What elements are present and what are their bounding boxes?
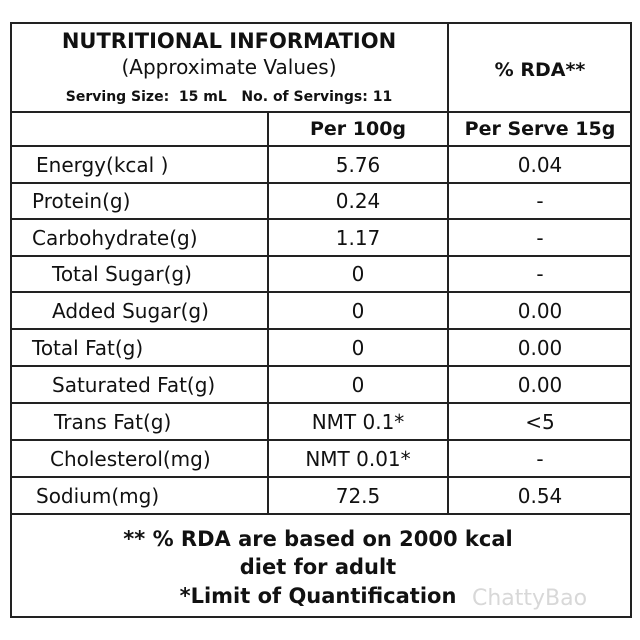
per-serve-value: - xyxy=(536,446,544,471)
serving-info: Serving Size: 15 mL No. of Servings: 11 xyxy=(65,89,393,105)
nutrient-label: Sodium(mg) xyxy=(36,483,160,508)
per-serve-value: 0.00 xyxy=(517,335,563,360)
footnote: ** % RDA are based on 2000 kcal xyxy=(123,526,513,551)
border-line xyxy=(10,22,632,24)
per-serve-value: 0.00 xyxy=(517,298,563,323)
per-serve-value: 0.54 xyxy=(517,483,563,508)
nutrient-label: Energy(kcal ) xyxy=(36,152,169,177)
border-line xyxy=(10,182,632,184)
per-100g-value: 0.24 xyxy=(335,189,381,213)
footnote: diet for adult xyxy=(239,554,397,579)
border-line xyxy=(267,112,269,514)
border-line xyxy=(10,439,632,441)
border-line xyxy=(10,111,632,113)
per-100g-value: 1.17 xyxy=(335,225,381,250)
nutrient-label: Saturated Fat(g) xyxy=(52,372,216,397)
column-header: Per 100g xyxy=(309,117,407,140)
subtitle: (Approximate Values) xyxy=(121,55,337,79)
nutrient-label: Carbohydrate(g) xyxy=(32,225,198,250)
border-line xyxy=(10,402,632,404)
border-line xyxy=(10,365,632,367)
per-100g-value: 72.5 xyxy=(335,483,381,508)
nutrient-label: Cholesterol(mg) xyxy=(50,446,211,471)
border-line xyxy=(10,22,12,618)
nutrient-label: Trans Fat(g) xyxy=(54,409,172,434)
nutrient-label: Total Sugar(g) xyxy=(52,262,192,286)
nutrient-label: Added Sugar(g) xyxy=(52,298,209,323)
per-100g-value: 0 xyxy=(351,298,365,323)
border-line xyxy=(10,328,632,330)
border-line xyxy=(447,22,449,514)
per-serve-value: - xyxy=(536,225,544,250)
border-line xyxy=(10,291,632,293)
per-serve-value: 0.04 xyxy=(517,152,563,177)
border-line xyxy=(10,476,632,478)
border-line xyxy=(10,616,632,618)
column-header: Per Serve 15g xyxy=(464,117,616,140)
watermark: ChattyBao xyxy=(472,586,588,611)
rda-header: % RDA** xyxy=(494,58,586,81)
border-line xyxy=(10,145,632,147)
per-100g-value: 5.76 xyxy=(335,152,381,177)
per-100g-value: NMT 0.01* xyxy=(305,446,411,471)
per-serve-value: 0.00 xyxy=(517,372,563,397)
border-line xyxy=(630,22,632,618)
per-serve-value: - xyxy=(536,189,544,213)
per-100g-value: NMT 0.1* xyxy=(311,409,405,434)
per-100g-value: 0 xyxy=(351,335,365,360)
per-serve-value: - xyxy=(536,262,544,286)
per-serve-value: <5 xyxy=(525,409,555,434)
nutrient-label: Total Fat(g) xyxy=(32,335,144,360)
footnote: *Limit of Quantification xyxy=(179,583,457,608)
border-line xyxy=(10,255,632,257)
nutrient-label: Protein(g) xyxy=(32,189,131,213)
border-line xyxy=(10,513,632,515)
title: NUTRITIONAL INFORMATION xyxy=(61,28,397,53)
per-100g-value: 0 xyxy=(351,372,365,397)
border-line xyxy=(10,218,632,220)
per-100g-value: 0 xyxy=(351,262,365,286)
